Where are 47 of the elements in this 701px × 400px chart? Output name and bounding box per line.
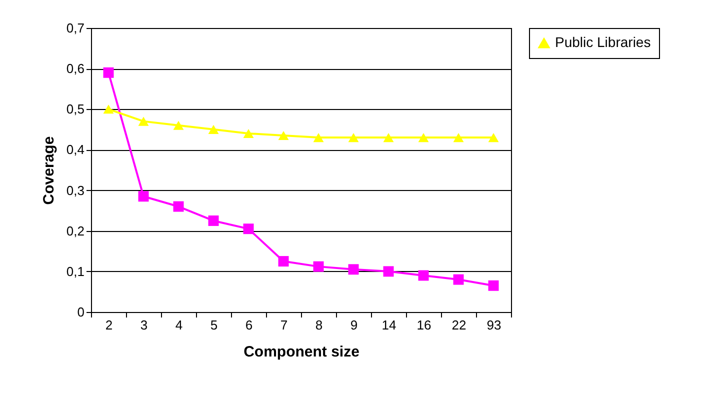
point [208,215,219,226]
point [103,104,114,114]
point [313,261,324,272]
point [278,256,289,267]
point [173,120,184,130]
point [313,133,324,142]
x-tick-label: 4 [175,318,183,332]
point [173,201,184,212]
point [243,128,254,138]
point [383,266,394,277]
point [348,133,359,142]
y-tick-label: 0,3 [66,182,84,198]
point [418,270,429,281]
point [138,191,149,202]
y-tick-label: 0,6 [66,61,84,76]
y-tick-label: 0,1 [66,264,84,279]
legend-label: Public Libraries [555,34,651,50]
x-tick-label: 5 [210,318,218,332]
point [243,224,254,234]
x-tick-label: 6 [245,318,253,332]
point [103,67,114,78]
y-tick-label: 0,5 [66,102,84,117]
x-tick-label: 7 [280,318,288,332]
y-axis-title: Coverage [40,136,58,205]
point [383,133,394,142]
point [488,133,499,142]
y-tick-label: 0,7 [66,20,84,36]
x-tick-label: 3 [140,318,148,332]
y-tick-label: 0,2 [66,223,84,238]
x-tick-label: 14 [382,318,396,332]
point [453,133,464,142]
point [278,130,289,140]
point [208,124,219,134]
x-tick-label: 8 [315,318,323,332]
x-tick-label: 9 [350,318,358,332]
x-tick-label: 16 [416,318,432,332]
point [138,116,149,126]
point [488,280,499,291]
point [453,274,464,285]
point [348,264,359,275]
x-tick-label: 2 [105,318,113,332]
y-tick-label: 0,4 [66,142,84,158]
y-tick-label: 0 [77,304,84,320]
point [418,133,429,142]
x-tick-label: 93 [486,318,502,332]
x-tick-label: 22 [452,318,466,332]
x-axis-title: Component size [244,344,360,360]
